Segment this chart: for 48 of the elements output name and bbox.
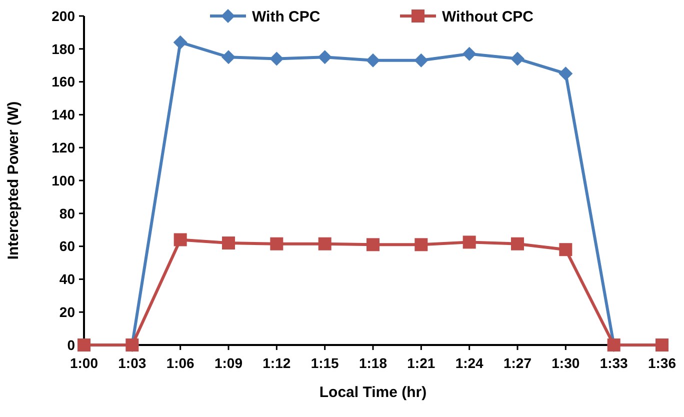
x-tick-label: 1:21 (407, 355, 436, 371)
point (558, 66, 573, 81)
point (462, 46, 476, 61)
point (511, 237, 524, 250)
x-tick-label: 1:03 (118, 355, 146, 371)
x-tick-label: 1:09 (214, 355, 243, 371)
point (222, 50, 236, 64)
point (78, 338, 90, 352)
y-tick-label: 160 (52, 74, 76, 90)
point (222, 236, 235, 250)
x-tick-label: 1:30 (552, 355, 580, 371)
y-tick-label: 80 (59, 205, 76, 222)
point (414, 53, 428, 68)
x-tick-label: 1:06 (166, 355, 195, 371)
x-tick-label: 1:36 (648, 355, 676, 371)
point (414, 238, 428, 252)
x-tick-label: 1:18 (358, 355, 388, 371)
y-tick-label: 140 (52, 106, 76, 123)
point (173, 35, 188, 50)
legend-label: With CPC (252, 8, 320, 26)
y-tick-label: 60 (59, 238, 76, 254)
legend-label: Without CPC (442, 8, 534, 26)
point (366, 53, 380, 68)
point (510, 52, 524, 66)
point (559, 243, 572, 256)
point (270, 52, 284, 66)
point (174, 233, 187, 246)
x-tick-label: 1:27 (503, 355, 532, 371)
point (462, 236, 476, 249)
point (366, 238, 380, 252)
point (656, 338, 668, 352)
x-tick-label: 1:33 (600, 355, 628, 371)
point (270, 237, 284, 250)
point (318, 237, 332, 250)
y-tick-label: 0 (67, 336, 76, 353)
x-tick-label: 1:00 (70, 355, 98, 371)
y-tick-label: 200 (52, 8, 76, 24)
y-tick-label: 180 (52, 40, 76, 57)
y-tick-label: 120 (52, 140, 76, 156)
y-tick-label: 100 (52, 172, 76, 188)
y-tick-label: 40 (59, 271, 76, 288)
point (318, 50, 332, 64)
y-tick-label: 20 (59, 304, 76, 320)
x-tick-label: 1:15 (310, 355, 340, 371)
y-axis-title: Intercepted Power (W) (5, 101, 22, 260)
x-axis-title: Local Time (hr) (319, 384, 427, 401)
x-tick-label: 1:12 (262, 355, 291, 371)
x-tick-label: 1:24 (455, 355, 484, 371)
